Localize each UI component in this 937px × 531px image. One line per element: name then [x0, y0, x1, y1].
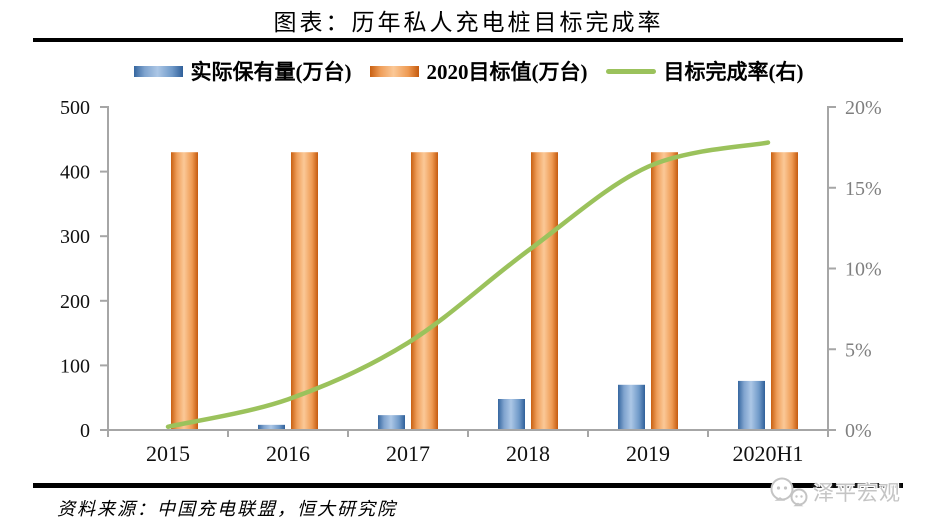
left-axis-tick-label: 500: [60, 97, 90, 119]
watermark-text: 泽平宏观: [813, 481, 901, 505]
chart-title: 图表：历年私人充电桩目标完成率: [273, 10, 664, 35]
right-axis-tick-label: 5%: [845, 339, 872, 361]
legend-label-actual: 实际保有量(万台): [190, 60, 352, 84]
watermark: 泽平宏观: [768, 476, 901, 508]
legend-label-completion: 目标完成率(右): [663, 60, 804, 84]
bar-target-2018: [531, 152, 558, 430]
bar-target-2019: [651, 152, 678, 430]
chart-legend: 实际保有量(万台) 2020目标值(万台) 目标完成率(右): [0, 56, 937, 86]
left-axis-tick-label: 200: [60, 291, 90, 313]
right-axis-tick-label: 0%: [845, 420, 872, 442]
x-axis-category-label: 2016: [266, 441, 310, 466]
bar-actual-2018: [498, 398, 525, 430]
right-axis-tick-label: 10%: [845, 259, 882, 281]
x-axis-category-label: 2017: [386, 441, 430, 466]
left-axis-tick-label: 300: [60, 226, 90, 248]
bar-actual-2016: [258, 424, 285, 430]
legend-item-actual: 实际保有量(万台): [133, 56, 352, 86]
bar-target-2016: [291, 152, 318, 430]
x-axis-category-label: 2020H1: [733, 441, 804, 466]
right-axis-tick-label: 20%: [845, 97, 882, 119]
blue-bar-swatch-icon: [133, 65, 183, 77]
x-axis-category-label: 2018: [506, 441, 550, 466]
orange-bar-swatch-icon: [369, 65, 419, 77]
top-divider-rule: [33, 38, 903, 42]
completion-rate-line: [165, 140, 771, 430]
legend-item-target: 2020目标值(万台): [369, 56, 588, 86]
legend-item-completion: 目标完成率(右): [605, 56, 804, 86]
bar-target-2015: [171, 152, 198, 430]
bar-target-2020H1: [771, 152, 798, 430]
right-axis-tick-label: 15%: [845, 178, 882, 200]
left-axis-tick-label: 100: [60, 355, 90, 377]
bar-actual-2020H1: [738, 380, 765, 430]
left-axis-tick-label: 0: [80, 420, 90, 442]
green-line-swatch-icon: [605, 68, 656, 74]
bottom-divider-rule: [33, 483, 903, 488]
x-axis-category-label: 2015: [146, 441, 190, 466]
bar-actual-2019: [618, 384, 645, 430]
left-axis-tick-label: 400: [60, 162, 90, 184]
bar-target-2017: [411, 152, 438, 430]
x-axis-category-label: 2019: [626, 441, 670, 466]
chat-bubble-faces-logo-icon: [770, 477, 808, 507]
bar-actual-2017: [378, 415, 405, 430]
legend-label-target: 2020目标值(万台): [426, 60, 588, 84]
data-source-note: 资料来源：中国充电联盟，恒大研究院: [57, 499, 397, 519]
